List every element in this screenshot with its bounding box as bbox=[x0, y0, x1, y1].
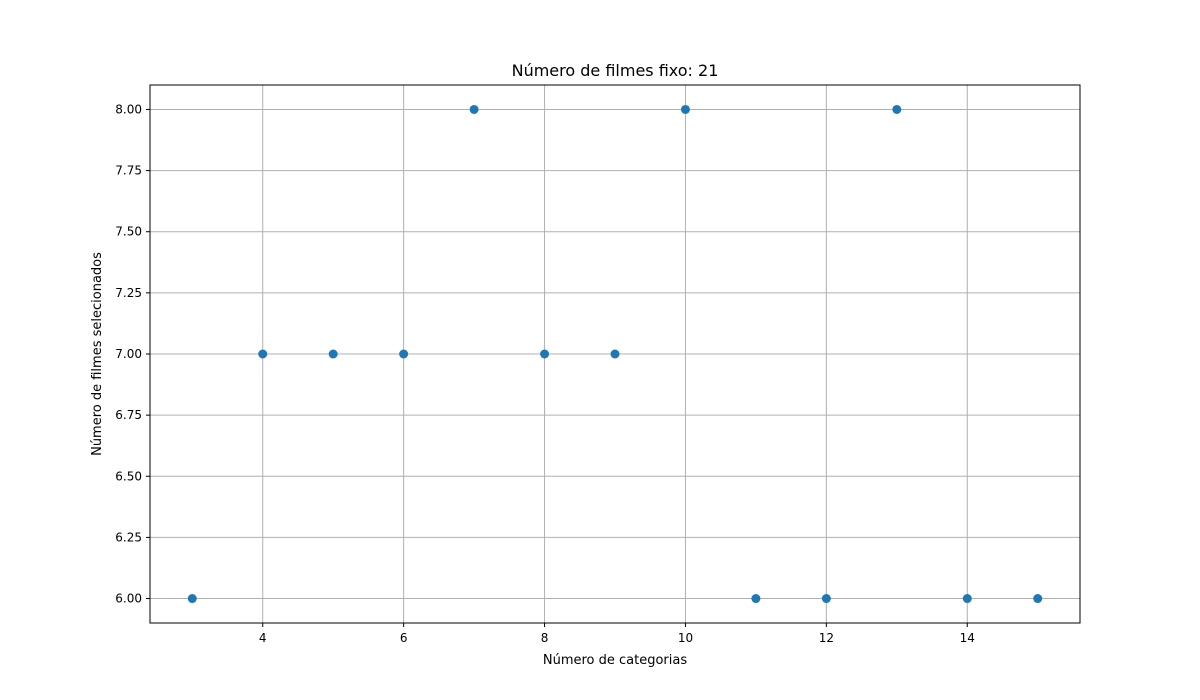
y-tick-label: 8.00 bbox=[115, 102, 142, 116]
grid-layer bbox=[150, 85, 1080, 623]
y-axis-title: Número de filmes selecionados bbox=[90, 252, 105, 456]
x-tick-label: 8 bbox=[541, 631, 549, 645]
x-axis-title: Número de categorias bbox=[543, 653, 687, 668]
y-tick-label: 6.25 bbox=[115, 530, 142, 544]
scatter-point bbox=[328, 349, 338, 359]
x-tick-label: 4 bbox=[259, 631, 267, 645]
y-tick-label: 7.25 bbox=[115, 286, 142, 300]
scatter-point bbox=[610, 349, 620, 359]
scatter-point bbox=[469, 104, 479, 114]
y-tick-label: 7.75 bbox=[115, 164, 142, 178]
scatter-point bbox=[821, 594, 831, 604]
points-layer bbox=[187, 104, 1043, 604]
ticks-layer: 4 6 8 10 12 14 6.00 6.25 6.50 6.75 7.00 7.25 7.50 7.7… bbox=[115, 102, 975, 645]
y-tick-label: 7.00 bbox=[115, 347, 142, 361]
scatter-point bbox=[962, 594, 972, 604]
scatter-point bbox=[399, 349, 409, 359]
scatter-point bbox=[258, 349, 268, 359]
scatter-point bbox=[1033, 594, 1043, 604]
scatter-point bbox=[892, 104, 902, 114]
chart-title: Número de filmes fixo: 21 bbox=[512, 61, 719, 80]
y-tick-label: 7.50 bbox=[115, 225, 142, 239]
x-tick-label: 10 bbox=[678, 631, 693, 645]
y-tick-label: 6.75 bbox=[115, 408, 142, 422]
scatter-point bbox=[680, 104, 690, 114]
scatter-point bbox=[751, 594, 761, 604]
y-tick-label: 6.00 bbox=[115, 592, 142, 606]
x-tick-label: 6 bbox=[400, 631, 408, 645]
x-tick-label: 12 bbox=[819, 631, 834, 645]
scatter-point bbox=[187, 594, 197, 604]
y-tick-label: 6.50 bbox=[115, 469, 142, 483]
x-tick-label: 14 bbox=[960, 631, 975, 645]
scatter-point bbox=[540, 349, 550, 359]
